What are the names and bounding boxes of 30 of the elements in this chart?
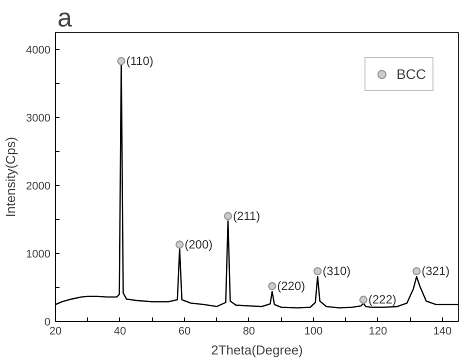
annotation: (321) xyxy=(422,264,450,278)
y-tick-label: 1000 xyxy=(26,248,51,260)
y-tick-label: 2000 xyxy=(26,180,51,192)
annotation: (310) xyxy=(322,264,351,278)
x-tick-label: 60 xyxy=(178,326,191,338)
x-tick-label: 20 xyxy=(49,326,62,338)
point xyxy=(359,296,368,304)
x-tick-label: 100 xyxy=(304,326,323,338)
x-axis-title: 2Theta(Degree) xyxy=(211,342,303,358)
x-tick-label: 140 xyxy=(433,326,452,338)
chart-title: a xyxy=(58,2,72,32)
x-tick-label: 80 xyxy=(242,326,256,338)
y-tick-label: 3000 xyxy=(26,112,51,124)
y-tick-label: 4000 xyxy=(26,44,51,56)
annotation: (211) xyxy=(232,209,260,224)
point xyxy=(412,267,421,276)
annotation: (222) xyxy=(368,292,396,307)
point xyxy=(176,240,184,249)
annotation: (220) xyxy=(277,279,306,294)
annotation: (200) xyxy=(184,238,213,252)
x-tick-label: 120 xyxy=(368,326,388,338)
point xyxy=(224,212,232,220)
x-tick-label: 40 xyxy=(114,326,126,338)
legend-label: BCC xyxy=(396,66,426,82)
point xyxy=(314,267,322,276)
y-tick-label: 0 xyxy=(44,316,51,328)
annotation: (110) xyxy=(126,54,154,68)
point xyxy=(117,56,126,66)
point xyxy=(268,282,276,290)
y-axis-title: Intensity(Cps) xyxy=(3,136,18,218)
